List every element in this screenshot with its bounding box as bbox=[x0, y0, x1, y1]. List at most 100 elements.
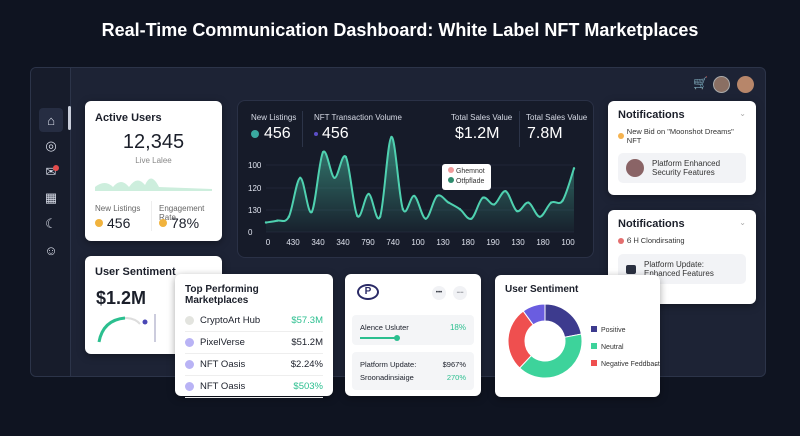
cart-icon[interactable]: 🛒 bbox=[693, 76, 708, 90]
gauge bbox=[97, 314, 156, 343]
data-point[interactable] bbox=[287, 215, 291, 218]
avatar[interactable] bbox=[713, 76, 730, 93]
y-tick-label: 0 bbox=[248, 228, 253, 237]
data-point[interactable] bbox=[538, 215, 541, 218]
data-point[interactable] bbox=[515, 209, 519, 213]
legend-item: Neutral bbox=[591, 339, 660, 356]
data-point[interactable] bbox=[549, 201, 553, 204]
x-tick-label: 100 bbox=[561, 238, 575, 247]
data-point[interactable] bbox=[447, 201, 450, 204]
legend-item: Negative Feddbaɕt bbox=[591, 356, 660, 373]
avatar-secondary[interactable] bbox=[737, 76, 754, 93]
data-point[interactable] bbox=[401, 208, 405, 211]
data-point[interactable] bbox=[276, 219, 279, 222]
chevron-down-icon[interactable]: ⌄ bbox=[739, 109, 746, 118]
marketplace-value: $51.2M bbox=[291, 337, 323, 348]
home-icon[interactable]: ⌂ bbox=[39, 108, 63, 132]
tooltip-label: Ghemnot bbox=[455, 168, 485, 175]
marketplace-row[interactable]: NFT Oasis $2.24% bbox=[185, 354, 323, 376]
slider-track[interactable] bbox=[360, 335, 401, 341]
data-point[interactable] bbox=[413, 194, 416, 198]
data-point[interactable] bbox=[470, 217, 473, 220]
data-point[interactable] bbox=[390, 135, 393, 139]
legend-label: Negative Feddbaɕt bbox=[601, 361, 660, 368]
stats-box: Platform Update: $967% Sroonadinsiaige 270… bbox=[352, 352, 474, 390]
stat-row: Sroonadinsiaige 270% bbox=[360, 371, 466, 384]
marketplace-value: $2.24% bbox=[290, 359, 323, 370]
more-button[interactable]: ••• bbox=[432, 286, 446, 300]
data-point[interactable] bbox=[435, 194, 439, 198]
data-point[interactable] bbox=[310, 210, 313, 214]
moon-icon[interactable]: ☾ bbox=[45, 216, 57, 231]
y-tick-label: 100 bbox=[248, 161, 262, 170]
calendar-icon[interactable]: ▦ bbox=[44, 190, 58, 205]
legend-swatch bbox=[591, 343, 597, 349]
data-point[interactable] bbox=[299, 176, 302, 180]
data-point[interactable] bbox=[367, 192, 370, 196]
tooltip-dot bbox=[448, 177, 454, 183]
data-point[interactable] bbox=[424, 217, 427, 220]
marketplace-name: NFT Oasis bbox=[200, 359, 246, 370]
notification-box[interactable]: Platform Enhanced Security Features bbox=[618, 153, 746, 183]
marketplace-row[interactable]: CryptoArt Hub $57.3M bbox=[185, 310, 323, 332]
legend: Positive Neutral Negative Feddbaɕt bbox=[591, 322, 660, 373]
notifications-card: Notifications ⌄ New Bid on "Moonshot Drea… bbox=[608, 101, 756, 195]
data-point[interactable] bbox=[481, 196, 484, 199]
marketplace-name-cell: NFT Oasis bbox=[185, 381, 245, 392]
marketplace-row[interactable]: PixelVerse $51.2M bbox=[185, 332, 323, 354]
legend-swatch bbox=[591, 360, 597, 366]
x-tick-label: 180 bbox=[461, 238, 475, 247]
data-point[interactable] bbox=[333, 176, 336, 180]
divider bbox=[302, 111, 303, 147]
data-point[interactable] bbox=[356, 214, 359, 218]
x-tick-label: 790 bbox=[361, 238, 375, 247]
marketplace-name-cell: CryptoArt Hub bbox=[185, 315, 260, 326]
data-point[interactable] bbox=[504, 189, 507, 193]
divider bbox=[151, 201, 152, 231]
new-listings-label: New Listings bbox=[95, 204, 141, 213]
data-point[interactable] bbox=[344, 155, 348, 159]
card-title: Active Users bbox=[95, 112, 162, 124]
bot-icon[interactable]: ☺ bbox=[44, 242, 58, 258]
stat-value: 456 bbox=[322, 125, 349, 142]
minimize-button[interactable]: −− bbox=[453, 286, 467, 300]
data-point[interactable] bbox=[561, 199, 564, 202]
x-tick-label: 190 bbox=[486, 238, 500, 247]
marketplace-name-cell: PixelVerse bbox=[185, 337, 245, 348]
new-listings-value: 456 bbox=[107, 215, 131, 231]
x-tick-label: 340 bbox=[336, 238, 350, 247]
messages-icon[interactable]: ✉ bbox=[45, 164, 57, 179]
data-point[interactable] bbox=[321, 151, 325, 154]
notification-item[interactable]: New Bid on "Moonshot Dreams" NFT bbox=[618, 127, 746, 145]
data-point[interactable] bbox=[492, 203, 496, 206]
stat-value: 7.8M bbox=[527, 125, 563, 142]
active-indicator bbox=[68, 106, 71, 130]
y-tick-label: 130 bbox=[248, 206, 262, 215]
marketplace-row[interactable]: NFT Oasis $503% bbox=[185, 376, 323, 398]
data-point[interactable] bbox=[458, 208, 462, 211]
stat-value: 456 bbox=[264, 125, 291, 142]
data-point[interactable] bbox=[378, 215, 382, 218]
stat-label: Sroonadinsiaige bbox=[360, 373, 414, 382]
tooltip-row: Otfpflade bbox=[448, 177, 485, 187]
engagement-value: 78% bbox=[171, 215, 200, 231]
slider-handle[interactable] bbox=[394, 335, 401, 341]
donut-chart bbox=[507, 303, 583, 379]
main-chart-panel: New Listings 456 NFT Transaction Volume … bbox=[237, 100, 594, 258]
notification-text: Platform Enhanced Security Features bbox=[652, 159, 721, 177]
top-marketplaces-card: Top Performing Marketplaces CryptoArt Hu… bbox=[175, 274, 333, 398]
divider bbox=[519, 111, 520, 147]
coin-icon bbox=[159, 219, 167, 227]
notification-item[interactable]: Ꮾ Ꮋ Clondirsating bbox=[618, 236, 746, 246]
legend-item: Positive bbox=[591, 322, 660, 339]
data-point[interactable] bbox=[527, 201, 530, 204]
sidebar: ⌂ ◎ ✉ ▦ ☾ ☺ bbox=[31, 68, 71, 376]
coin-icon bbox=[95, 219, 103, 227]
stat-value: $967% bbox=[442, 360, 466, 369]
camera-icon[interactable]: ◎ bbox=[45, 138, 57, 153]
data-point[interactable] bbox=[572, 167, 576, 170]
chevron-down-icon[interactable]: ⌄ bbox=[739, 218, 746, 227]
line-chart: 100 120 130 0 0 430 340 340 790 740 100 130 180 190 13… bbox=[248, 135, 576, 247]
marketplace-name: NFT Oasis bbox=[200, 381, 246, 392]
data-point[interactable] bbox=[264, 221, 268, 224]
